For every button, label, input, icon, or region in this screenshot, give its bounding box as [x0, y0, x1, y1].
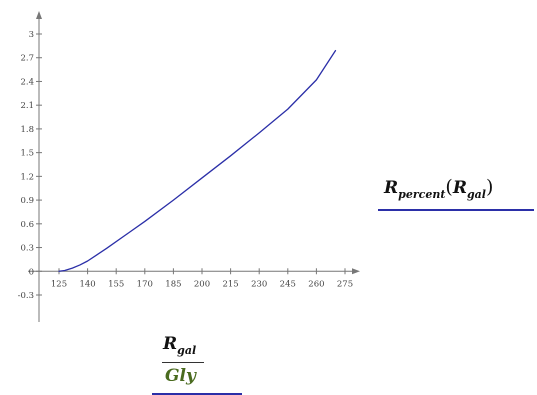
x-tick-label: 170 [137, 279, 153, 289]
x-tick-label: 215 [222, 279, 238, 289]
x-tick-label: 230 [251, 279, 267, 289]
x-expr-denominator: Gly [165, 366, 196, 386]
y-tick-label: 0.9 [20, 196, 34, 206]
y-tick-label: 1.2 [20, 172, 34, 182]
series-line [58, 49, 337, 272]
tick-labels: -0.3 0 0.3 0.6 0.9 1.2 1.5 1.8 2.1 2.4 2.7 3 125 140 1… [18, 30, 354, 301]
y-tick-label: 0 [29, 267, 34, 277]
y-expr-subscript: percent [398, 188, 446, 201]
y-tick-label: 3 [29, 30, 34, 40]
y-axis-expression[interactable]: Rpercent(Rgal) [384, 176, 493, 201]
y-expression-underline [378, 209, 534, 211]
y-tick-label: 1.8 [20, 125, 34, 135]
x-tick-label: 140 [79, 279, 95, 289]
x-expression-fraction-bar [162, 362, 204, 363]
y-tick-label: 0.6 [20, 220, 34, 230]
x-tick-label: 260 [308, 279, 324, 289]
y-expr-symbol: R [384, 178, 399, 198]
series-group [58, 49, 337, 272]
y-tick-label: 2.7 [20, 54, 34, 64]
x-tick-label: 155 [108, 279, 124, 289]
x-tick-label: 125 [51, 279, 67, 289]
axes [28, 11, 360, 322]
y-tick-label: 2.4 [20, 77, 34, 87]
y-tick-label: 1.5 [20, 149, 34, 159]
y-expr-arg-subscript: gal [466, 188, 486, 201]
y-tick-label: -0.3 [18, 291, 34, 301]
x-tick-label: 200 [194, 279, 210, 289]
y-expr-close-paren: ) [485, 176, 494, 198]
x-tick-label: 185 [165, 279, 181, 289]
x-expr-subscript: gal [177, 344, 197, 357]
y-expr-arg-symbol: R [452, 178, 467, 198]
y-axis-arrow [36, 11, 42, 19]
x-axis-arrow [352, 268, 360, 275]
y-tick-label: 2.1 [20, 101, 34, 111]
y-tick-label: 0.3 [20, 244, 34, 254]
x-tick-label: 245 [280, 279, 296, 289]
x-expr-symbol: R [163, 334, 178, 354]
x-expression-underline [152, 393, 242, 395]
y-expr-open-paren: ( [445, 176, 453, 198]
tick-marks [36, 33, 346, 296]
x-axis-expression-numerator[interactable]: Rgal [163, 334, 196, 357]
x-tick-label: 275 [337, 279, 353, 289]
